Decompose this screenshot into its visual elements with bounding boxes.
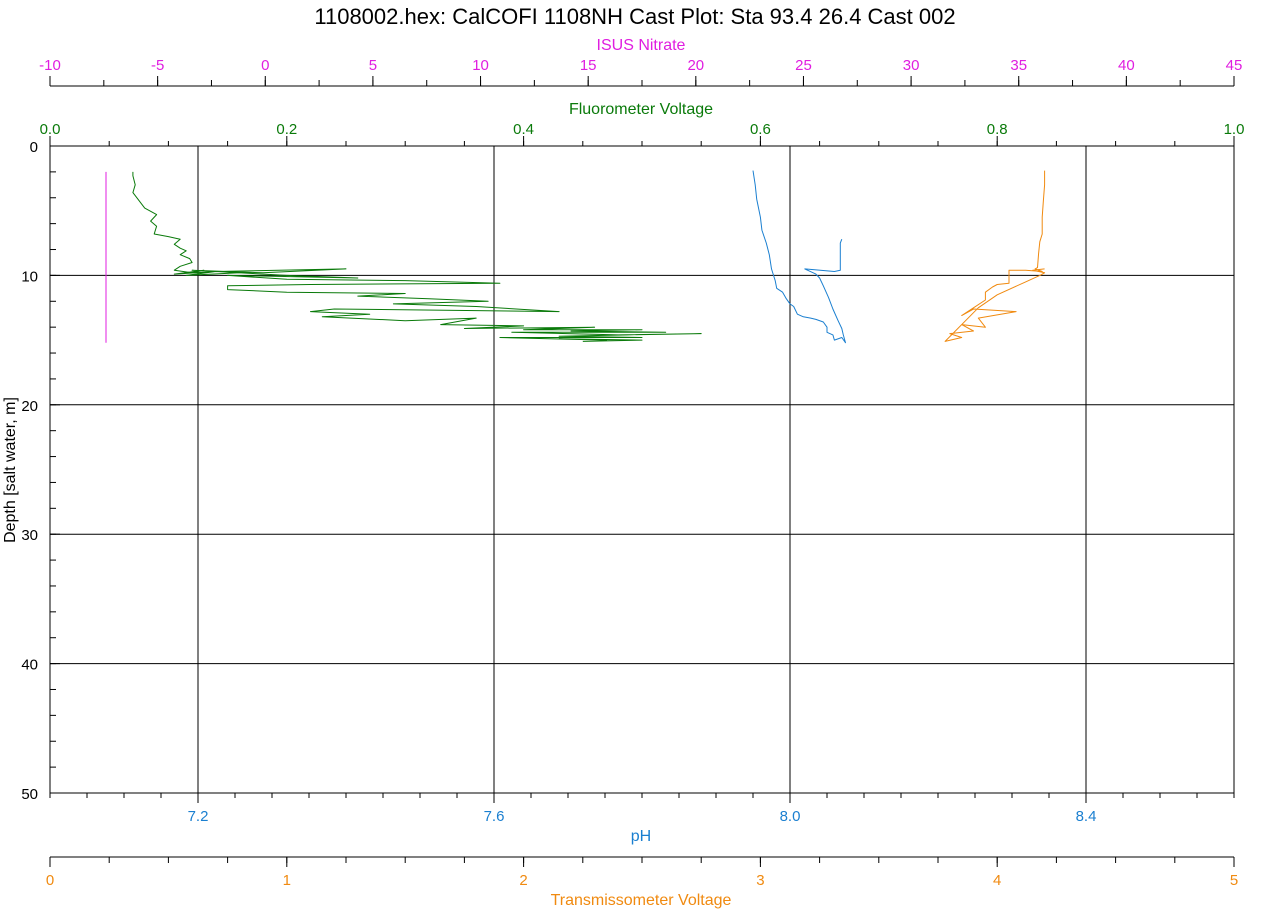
y-tick-label: 10 [21, 268, 38, 285]
tick-label-nitrate: 0 [261, 57, 269, 74]
plot-frame [49, 145, 1235, 794]
x-axis-label-ph: pH [631, 828, 651, 845]
tick-label-nitrate: 25 [795, 57, 812, 74]
tick-label-transmissometer: 4 [993, 872, 1001, 889]
y-tick-label: 20 [21, 398, 38, 415]
x-axis-label-fluorometer: Fluorometer Voltage [569, 101, 713, 118]
tick-label-ph: 8.4 [1076, 808, 1097, 825]
tick-label-nitrate: 15 [580, 57, 597, 74]
tick-label-transmissometer: 5 [1230, 872, 1238, 889]
tick-label-fluorometer: 1.0 [1224, 121, 1245, 138]
x-axis-label-transmissometer: Transmissometer Voltage [551, 892, 732, 909]
tick-label-fluorometer: 0.0 [40, 121, 61, 138]
tick-label-nitrate: -5 [151, 57, 164, 74]
tick-label-fluorometer: 0.6 [750, 121, 771, 138]
tick-label-nitrate: -10 [39, 57, 61, 74]
tick-label-nitrate: 10 [472, 57, 489, 74]
y-tick-label: 30 [21, 527, 38, 544]
tick-label-nitrate: 40 [1118, 57, 1135, 74]
tick-label-transmissometer: 2 [519, 872, 527, 889]
series-line-transmissometer [944, 170, 1046, 342]
grid [50, 146, 1234, 793]
tick-label-nitrate: 20 [687, 57, 704, 74]
chart-title: 1108002.hex: CalCOFI 1108NH Cast Plot: S… [314, 4, 955, 29]
tick-label-nitrate: 5 [369, 57, 377, 74]
y-axis-label-depth: Depth [salt water, m] [2, 397, 19, 543]
x-axis-label-nitrate: ISUS Nitrate [597, 37, 686, 54]
y-tick-label: 0 [30, 139, 38, 156]
axes: ISUS Nitrate Fluorometer Voltage pH Tran… [2, 37, 1244, 909]
tick-label-nitrate: 30 [903, 57, 920, 74]
tick-label-transmissometer: 3 [756, 872, 764, 889]
tick-label-transmissometer: 0 [46, 872, 54, 889]
tick-label-ph: 7.2 [188, 808, 209, 825]
y-tick-label: 50 [21, 786, 38, 803]
y-tick-label: 40 [21, 657, 38, 674]
series-line-ph [752, 170, 846, 344]
tick-label-nitrate: 45 [1226, 57, 1243, 74]
tick-label-ph: 8.0 [780, 808, 801, 825]
tick-label-fluorometer: 0.2 [276, 121, 297, 138]
tick-label-ph: 7.6 [484, 808, 505, 825]
tick-label-fluorometer: 0.8 [987, 121, 1008, 138]
tick-label-fluorometer: 0.4 [513, 121, 534, 138]
series [105, 170, 1046, 344]
tick-label-nitrate: 35 [1010, 57, 1027, 74]
tick-label-transmissometer: 1 [283, 872, 291, 889]
series-line-fluorometer [132, 171, 702, 342]
